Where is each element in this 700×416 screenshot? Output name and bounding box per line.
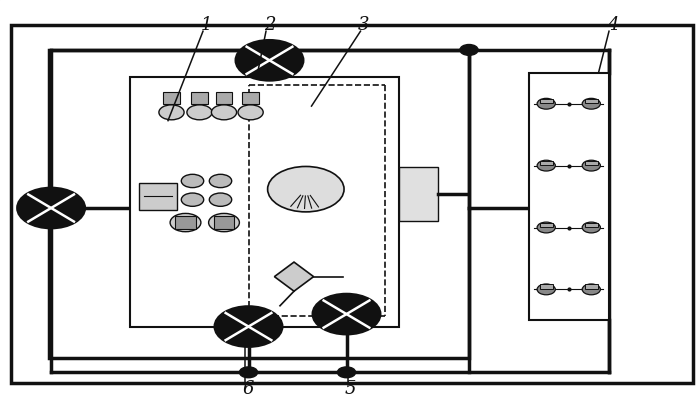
Bar <box>540 285 552 289</box>
Bar <box>540 223 552 227</box>
Circle shape <box>211 105 237 120</box>
Bar <box>585 99 598 103</box>
Circle shape <box>582 98 601 109</box>
Circle shape <box>209 193 232 206</box>
Text: 5: 5 <box>344 380 356 398</box>
Circle shape <box>159 105 184 120</box>
Bar <box>175 216 196 229</box>
Bar <box>585 161 598 165</box>
Circle shape <box>239 367 258 378</box>
Circle shape <box>337 367 356 378</box>
Text: 2: 2 <box>264 16 275 34</box>
Circle shape <box>537 222 555 233</box>
Text: 1: 1 <box>201 16 212 34</box>
Circle shape <box>238 105 263 120</box>
Text: 3: 3 <box>358 16 370 34</box>
Circle shape <box>537 160 555 171</box>
Bar <box>585 285 598 289</box>
Bar <box>191 92 208 104</box>
Circle shape <box>267 166 344 212</box>
Bar <box>139 183 177 210</box>
Circle shape <box>170 213 201 232</box>
Circle shape <box>18 188 85 228</box>
Circle shape <box>582 284 601 295</box>
Bar <box>242 92 259 104</box>
Bar <box>130 77 399 327</box>
Circle shape <box>313 294 380 334</box>
Bar <box>540 99 552 103</box>
Circle shape <box>313 294 380 334</box>
Bar <box>10 25 693 383</box>
Circle shape <box>209 213 239 232</box>
Bar <box>540 161 552 165</box>
Circle shape <box>181 174 204 188</box>
Circle shape <box>18 188 85 228</box>
Bar <box>528 73 609 320</box>
Bar <box>585 223 598 227</box>
Circle shape <box>236 40 303 80</box>
Circle shape <box>460 45 478 55</box>
Text: 4: 4 <box>607 16 618 34</box>
Bar <box>163 92 180 104</box>
Circle shape <box>209 174 232 188</box>
Circle shape <box>215 307 282 347</box>
Bar <box>49 50 469 358</box>
Polygon shape <box>274 262 314 291</box>
Circle shape <box>236 40 303 80</box>
Bar <box>216 92 232 104</box>
Circle shape <box>187 105 212 120</box>
Circle shape <box>181 193 204 206</box>
Circle shape <box>537 284 555 295</box>
Bar <box>214 216 235 229</box>
Bar <box>399 167 438 221</box>
Text: 6: 6 <box>243 380 254 398</box>
Circle shape <box>582 160 601 171</box>
Circle shape <box>582 222 601 233</box>
Circle shape <box>215 307 282 347</box>
Circle shape <box>537 98 555 109</box>
